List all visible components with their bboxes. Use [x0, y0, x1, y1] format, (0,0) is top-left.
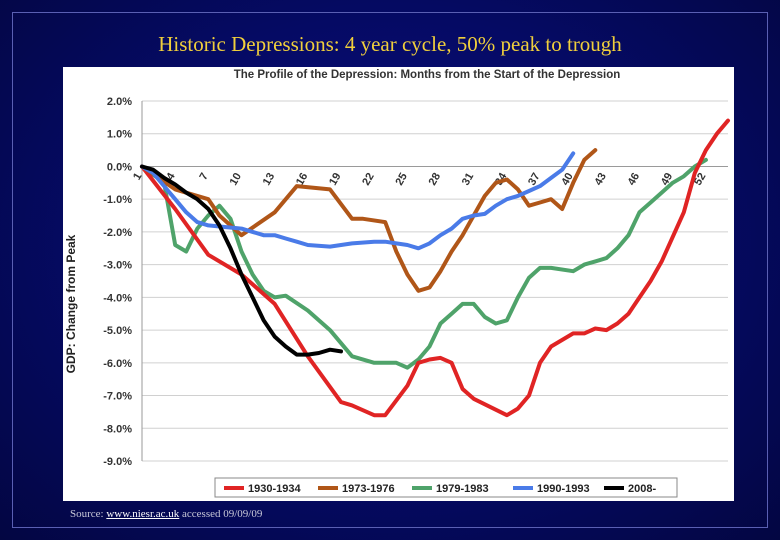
x-tick-label: 13 [261, 171, 278, 188]
y-axis-label: GDP: Change from Peak [64, 234, 78, 373]
series-line-2008- [140, 164, 343, 357]
x-tick-label: 46 [626, 171, 643, 188]
series-lines [140, 118, 730, 418]
slide-frame [12, 12, 768, 528]
x-tick-label: 25 [393, 171, 410, 188]
y-tick-label: -3.0% [103, 260, 132, 272]
y-tick-label: 1.0% [107, 129, 132, 141]
y-tick-label: 0.0% [107, 161, 132, 173]
slide-title: Historic Depressions: 4 year cycle, 50% … [158, 32, 622, 56]
x-tick-label: 16 [294, 171, 311, 188]
legend-label: 2008- [628, 483, 656, 495]
source-note: Source: www.niesr.ac.uk accessed 09/09/0… [70, 508, 262, 520]
y-tick-label: -8.0% [103, 423, 132, 435]
series-line-1930-1934 [140, 118, 730, 418]
series-line-1990-1993 [140, 151, 576, 251]
y-tick-label: -2.0% [103, 227, 132, 239]
source-prefix: Source: [70, 508, 104, 520]
x-tick-label: 7 [197, 171, 210, 182]
x-tick-label: 22 [360, 171, 377, 188]
x-tick-label: 37 [526, 171, 543, 188]
x-tick-label: 31 [460, 171, 477, 188]
source-date: accessed 09/09/09 [182, 508, 263, 520]
y-tick-label: -9.0% [103, 456, 132, 468]
legend: 1930-1934 1973-1976 1979-1983 1990-1993 2008… [214, 477, 678, 498]
source-link[interactable]: www.niesr.ac.uk [106, 508, 180, 520]
y-tick-label: -1.0% [103, 194, 132, 206]
x-tick-label: 19 [327, 171, 344, 188]
y-tick-label: -5.0% [103, 325, 132, 337]
y-tick-label: -7.0% [103, 391, 132, 403]
legend-box [214, 477, 678, 498]
y-tick-label: -6.0% [103, 358, 132, 370]
x-tick-label: 1 [131, 171, 144, 182]
legend-label: 1973-1976 [342, 483, 395, 495]
chart-area: The Profile of the Depression: Months fr… [63, 67, 734, 501]
y-tick-labels: 2.0% 1.0% 0.0% -1.0% -2.0% -3.0% -4.0% -5.0% -6.… [103, 96, 132, 468]
legend-label: 1979-1983 [436, 483, 489, 495]
series-line-1973-1976 [140, 148, 598, 293]
x-tick-label: 28 [427, 171, 444, 188]
legend-label: 1990-1993 [537, 483, 590, 495]
y-tick-label: -4.0% [103, 292, 132, 304]
depression-profile-chart: The Profile of the Depression: Months fr… [64, 69, 730, 498]
x-tick-label: 10 [228, 171, 245, 188]
y-tick-label: 2.0% [107, 96, 132, 108]
chart-title: The Profile of the Depression: Months fr… [234, 69, 621, 81]
legend-label: 1930-1934 [248, 483, 301, 495]
x-tick-labels: 1 4 7 10 13 16 19 22 25 28 31 34 37 40 43 46 49 52 [131, 170, 708, 187]
x-tick-label: 43 [592, 171, 609, 188]
